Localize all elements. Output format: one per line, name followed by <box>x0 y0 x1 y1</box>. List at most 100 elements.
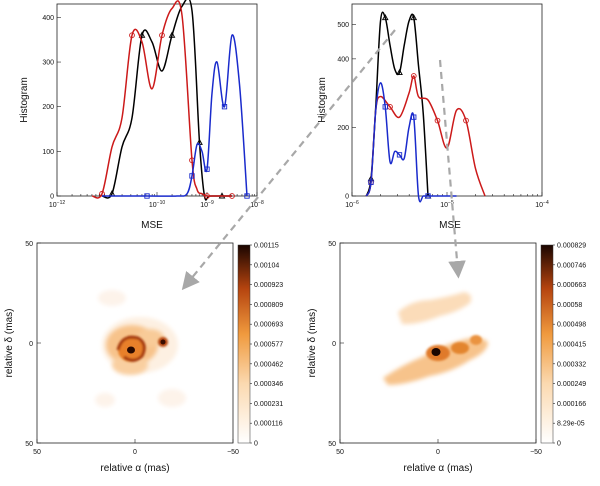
arrow-right <box>438 59 466 279</box>
x-tick-exponent: −4 <box>543 200 549 206</box>
histogram-left-x-ticks: 10−12 10−10 10−9 10−8 <box>49 192 264 209</box>
histogram-right-data-point <box>396 68 403 76</box>
histogram-right-data-point <box>434 117 441 124</box>
x-tick-label: 10−5 <box>440 200 454 209</box>
colorbar-tick-label: 0.000663 <box>557 282 586 289</box>
image-left-secondary-core <box>160 339 166 345</box>
histogram-right-data-point <box>382 104 388 110</box>
histogram-right-data-point <box>425 193 431 199</box>
image-left: 50 0 −50 50 0 50 0.00115 0.00104 0.000923 0.0008… <box>4 241 283 474</box>
image-right-colorbar <box>540 244 554 444</box>
image-right-xlabel: relative α (mas) <box>403 463 472 474</box>
image-right-axes: 50 0 −50 50 0 50 <box>328 241 542 456</box>
colorbar-tick-label: 0 <box>557 441 561 448</box>
colorbar-tick-label: 0.000231 <box>254 401 283 408</box>
x-tick-label: 10−9 <box>200 200 214 209</box>
histogram-left-ylabel: Histogram <box>19 77 30 123</box>
colorbar-tick-label: 0.000746 <box>557 262 586 269</box>
arrow-left <box>181 29 396 291</box>
histogram-left-data-point <box>189 173 195 179</box>
y-tick-label: 50 <box>328 241 336 248</box>
x-tick-exponent: −6 <box>353 200 359 206</box>
histogram-left-frame <box>56 3 258 197</box>
colorbar-tick-label: 8.29e-05 <box>557 421 585 428</box>
image-right-frame <box>339 242 537 444</box>
colorbar-tick-label: 0.000332 <box>557 361 586 368</box>
histogram-right-data-point <box>411 114 417 120</box>
image-right-emission <box>383 292 488 385</box>
histogram-left: 0 100 200 300 400 10−12 10−10 10−9 10−8 Histogr… <box>19 0 264 231</box>
histogram-right-series-line-0 <box>365 11 429 197</box>
y-tick-label: 50 <box>25 441 33 448</box>
y-tick-label: 400 <box>42 15 54 22</box>
y-tick-label: 400 <box>337 56 349 63</box>
colorbar-tick-label: 0.000249 <box>557 381 586 388</box>
image-left-xlabel: relative α (mas) <box>100 463 169 474</box>
histogram-left-series-line-2 <box>102 34 248 197</box>
histogram-left-y-ticks: 0 100 200 300 400 <box>42 15 61 201</box>
histogram-right-y-ticks: 0 200 400 500 <box>337 22 356 201</box>
colorbar-tick-label: 0.00115 <box>254 243 279 250</box>
histogram-right-series <box>365 11 486 203</box>
y-tick-label: 0 <box>345 194 349 201</box>
image-right-upper-plume <box>398 292 472 325</box>
histogram-right-data-point <box>410 73 417 79</box>
histogram-right-data-point <box>381 13 389 21</box>
x-tick-exponent: −9 <box>208 200 214 206</box>
histogram-right-data-point <box>396 152 403 158</box>
y-tick-label: 50 <box>25 241 33 248</box>
colorbar-tick-label: 0.000693 <box>254 322 283 329</box>
histogram-left-data-point <box>129 32 135 39</box>
colorbar-tick-label: 0.000415 <box>557 342 586 349</box>
image-right-colorbar-ticks: 0.000829 0.000746 0.000663 0.00058 0.000498 0… <box>553 243 586 448</box>
histogram-right-data-point <box>410 13 418 21</box>
histogram-right-x-ticks: 10−6 10−5 10−4 <box>345 192 549 209</box>
x-tick-label: 50 <box>336 449 344 456</box>
x-tick-exponent: −12 <box>57 200 66 206</box>
colorbar-tick-label: 0 <box>254 441 258 448</box>
histogram-right-data-point <box>368 179 374 185</box>
y-tick-label: 500 <box>337 22 349 29</box>
image-left-axes: 50 0 −50 50 0 50 <box>25 241 239 456</box>
x-tick-exponent: −8 <box>258 200 264 206</box>
histogram-right: 0 200 400 500 10−6 10−5 10−4 Histogram MSE <box>317 3 549 231</box>
y-tick-label: 0 <box>29 341 33 348</box>
y-tick-label: 200 <box>42 104 54 111</box>
histogram-left-data-point <box>204 193 210 199</box>
x-tick-label: −50 <box>227 449 239 456</box>
histogram-right-data-point <box>463 117 469 124</box>
colorbar-tick-label: 0.000166 <box>557 401 586 408</box>
link-arrows <box>181 29 466 291</box>
image-left-core <box>127 346 135 354</box>
histogram-left-data-point <box>159 32 165 39</box>
histogram-left-series <box>91 0 250 201</box>
image-left-emission <box>95 290 186 407</box>
histogram-left-xlabel: MSE <box>141 220 163 231</box>
histogram-left-series-line-1 <box>91 0 232 199</box>
colorbar-tick-label: 0.00058 <box>557 302 582 309</box>
x-tick-label: −50 <box>530 449 542 456</box>
image-left-colorbar <box>237 244 251 444</box>
histogram-left-data-point <box>168 31 176 38</box>
colorbar-tick-label: 0.000577 <box>254 342 283 349</box>
x-tick-label: 0 <box>436 449 440 456</box>
x-tick-exponent: −10 <box>157 200 166 206</box>
x-tick-label: 50 <box>33 449 41 456</box>
histogram-left-data-point <box>138 31 146 38</box>
histogram-left-data-point <box>221 104 228 110</box>
colorbar-tick-label: 0.000829 <box>557 243 586 250</box>
histogram-left-data-point <box>229 193 235 199</box>
colorbar-tick-label: 0.00104 <box>254 262 279 269</box>
y-tick-label: 0 <box>332 341 336 348</box>
histogram-right-xlabel: MSE <box>439 220 461 231</box>
image-right-core <box>431 348 441 356</box>
x-tick-label: 10−10 <box>149 200 165 209</box>
image-right-ylabel: relative δ (mas) <box>307 309 318 378</box>
y-tick-label: 100 <box>42 149 54 156</box>
x-tick-exponent: −5 <box>448 200 454 206</box>
image-left-ylabel: relative δ (mas) <box>4 309 15 378</box>
histogram-right-series-line-2 <box>365 82 457 203</box>
colorbar-tick-label: 0.000923 <box>254 282 283 289</box>
